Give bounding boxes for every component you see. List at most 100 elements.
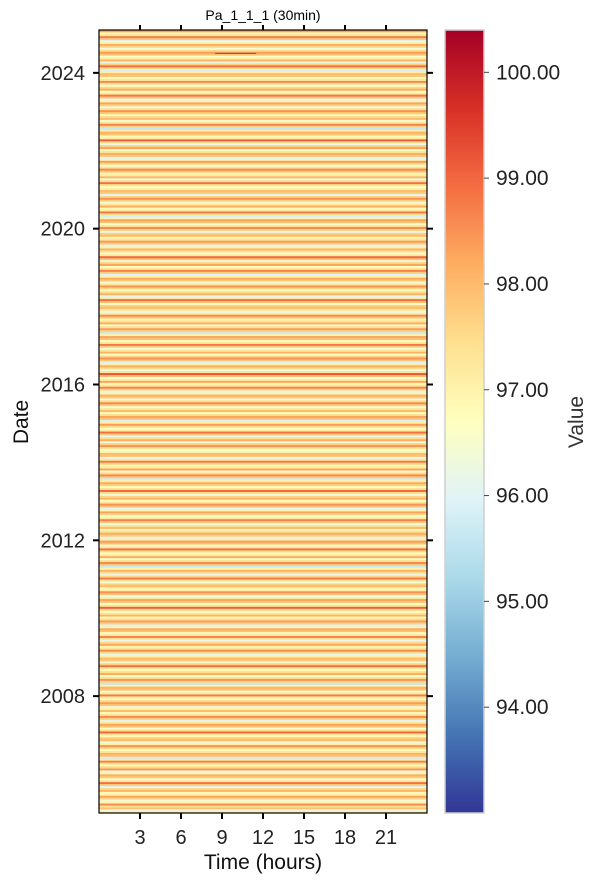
colorbar-gradient [444, 29, 485, 814]
heatmap-row [99, 168, 427, 171]
heatmap-row [99, 193, 427, 196]
heatmap-row [99, 600, 427, 603]
heatmap-row [99, 435, 427, 438]
heatmap-row [99, 215, 427, 218]
heatmap-row [99, 787, 427, 790]
heatmap-row [99, 224, 427, 228]
x-axis: 3 6 9 12 15 18 21 [134, 25, 397, 849]
heatmap-row [99, 454, 427, 457]
heatmap-row [99, 637, 427, 640]
heatmap-row [99, 238, 427, 241]
heatmap-row [99, 246, 427, 249]
heatmap-row [99, 559, 427, 563]
heatmap-row [99, 129, 427, 132]
heatmap-row [99, 382, 427, 385]
heatmap-row [99, 345, 427, 348]
heatmap-row [99, 793, 427, 796]
heatmap-row [99, 205, 427, 208]
heatmap-row [99, 236, 427, 239]
heatmap-row [99, 240, 427, 243]
heatmap-row [99, 565, 427, 568]
heatmap-row [99, 86, 427, 89]
heatmap-row [99, 524, 427, 527]
heatmap-row [99, 39, 427, 42]
heatmap-row [99, 466, 427, 469]
heatmap-row [99, 308, 427, 311]
heatmap-row [99, 100, 427, 103]
heatmap-row [99, 633, 427, 637]
heatmap-row [99, 365, 427, 368]
heatmap-row [99, 450, 427, 453]
heatmap-row [99, 516, 427, 520]
heatmap-row [99, 357, 427, 360]
heatmap-row [99, 742, 427, 746]
heatmap-row [99, 127, 427, 130]
heatmap-row [99, 690, 427, 693]
heatmap-row [99, 324, 427, 327]
heatmap-row [99, 65, 427, 68]
colorbar-tick-label: 100.00 [496, 61, 560, 84]
heatmap-row [99, 781, 427, 785]
heatmap-row [99, 141, 427, 144]
heatmap-row [99, 651, 427, 654]
heatmap-row [99, 261, 427, 265]
heatmap-row [99, 388, 427, 391]
heatmap-row [99, 522, 427, 526]
heatmap-row [99, 567, 427, 570]
heatmap-row [99, 423, 427, 426]
heatmap-row [99, 483, 427, 487]
heatmap-row [99, 123, 427, 126]
heatmap-row [99, 137, 427, 140]
colorbar-tick-label: 97.00 [496, 379, 549, 402]
heatmap-row [99, 396, 427, 399]
heatmap-row [99, 694, 427, 697]
y-tick-label: 2016 [41, 374, 86, 396]
heatmap-row [99, 415, 427, 418]
heatmap-row [99, 400, 427, 403]
heatmap-row [99, 553, 427, 557]
heatmap-row [99, 777, 427, 781]
heatmap-row [99, 594, 427, 598]
heatmap-row [99, 117, 427, 120]
heatmap-row [99, 115, 427, 118]
heatmap-row [99, 532, 427, 535]
heatmap-row [99, 513, 427, 516]
x-tick-label: 15 [293, 827, 315, 849]
heatmap-row [99, 349, 427, 352]
heatmap-row [99, 359, 427, 362]
x-tick-label: 9 [216, 827, 227, 849]
heatmap-row [99, 289, 427, 292]
heatmap-row [99, 335, 427, 339]
heatmap-row [99, 563, 427, 566]
heatmap-row [99, 104, 427, 107]
heatmap-row [99, 501, 427, 504]
heatmap-row [99, 701, 427, 705]
heatmap-row [99, 183, 427, 187]
heatmap-row [99, 485, 427, 489]
heatmap-row [99, 228, 427, 231]
heatmap-row [99, 316, 427, 319]
heatmap-row [99, 213, 427, 216]
heatmap-row [99, 160, 427, 163]
heatmap-row [99, 462, 427, 465]
heatmap-row [99, 440, 427, 444]
heatmap-row [99, 803, 427, 806]
heatmap-row [99, 211, 427, 214]
x-tick-label: 18 [334, 827, 356, 849]
heatmap-row [99, 386, 427, 389]
chart-title: Pa_1_1_1 (30min) [205, 7, 320, 23]
heatmap-row [99, 811, 427, 813]
heatmap-row [99, 809, 427, 812]
heatmap-row [99, 729, 427, 732]
heatmap-row [99, 439, 427, 442]
heatmap-row [99, 378, 427, 381]
heatmap-row [99, 571, 427, 574]
heatmap-row [99, 542, 427, 545]
heatmap-row [99, 795, 427, 798]
heatmap-row [99, 31, 427, 35]
heatmap-row [99, 250, 427, 253]
heatmap-row [99, 133, 427, 136]
heatmap-row [99, 760, 427, 763]
heatmap-row [99, 684, 427, 687]
colorbar-tick-label: 96.00 [496, 485, 549, 508]
